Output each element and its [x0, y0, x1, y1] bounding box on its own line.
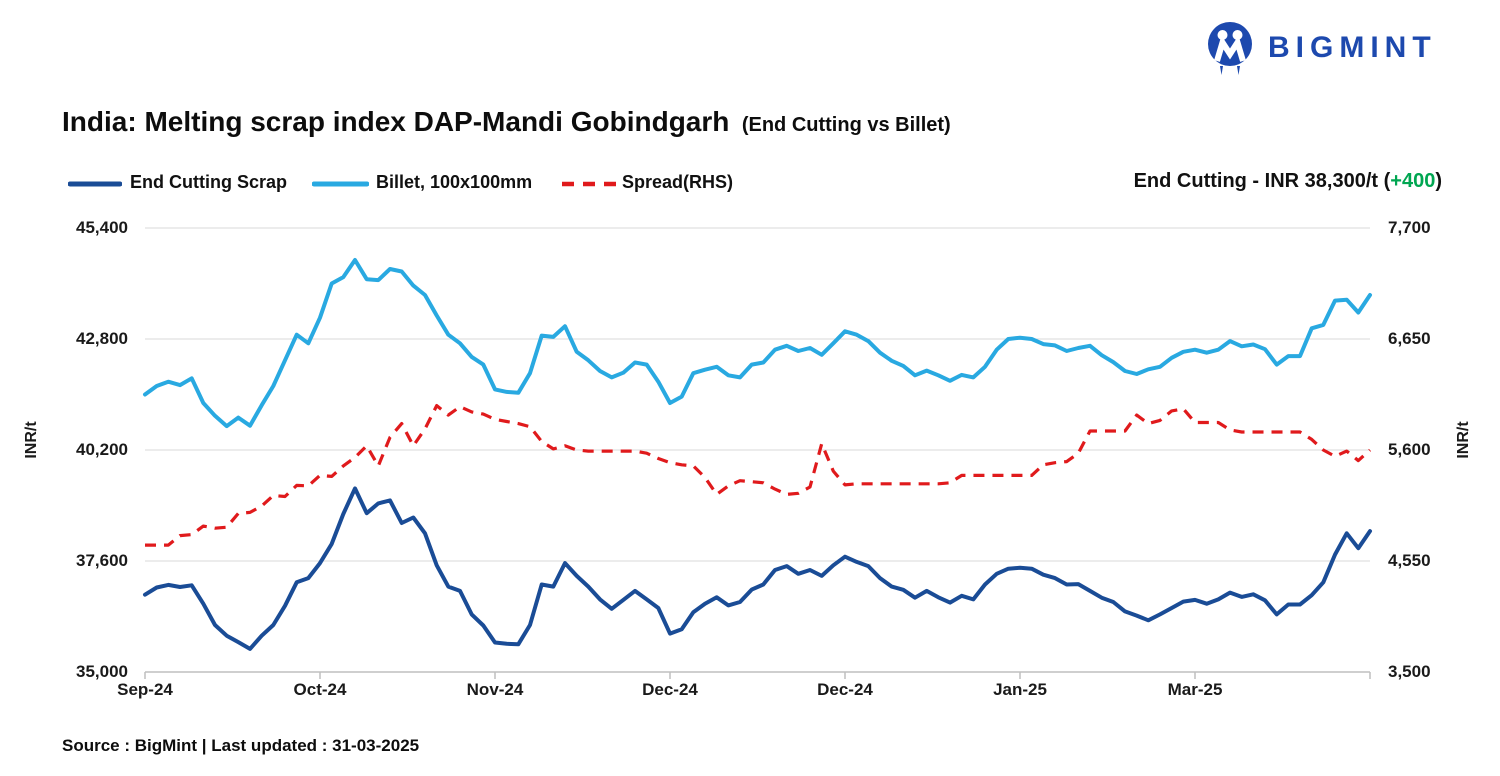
latest-price-close-paren: ) — [1435, 170, 1442, 192]
series-billet — [143, 258, 1372, 429]
right-axis-tick: 3,500 — [1388, 662, 1431, 681]
gridlines — [145, 227, 1370, 562]
latest-price-change: +400 — [1390, 170, 1436, 192]
latest-price-annotation: End Cutting - INR 38,300/t (+400) — [1134, 170, 1442, 193]
latest-price-text: End Cutting - INR 38,300/t ( — [1133, 170, 1391, 192]
chart-title-main: India: Melting scrap index DAP-Mandi Gob… — [62, 106, 730, 137]
x-axis-label: Dec-24 — [817, 680, 873, 699]
series-spread — [145, 404, 1372, 547]
left-axis-tick: 40,200 — [76, 440, 128, 459]
x-axis-label: Oct-24 — [293, 680, 347, 699]
right-axis-tick: 6,650 — [1388, 329, 1431, 348]
chart-title-suffix: (End Cutting vs Billet) — [741, 114, 951, 136]
legend-swatch-billet — [312, 181, 369, 187]
legend-swatch-spread — [562, 181, 616, 187]
x-axis-ticks — [144, 672, 1371, 679]
series-end-cutting-scrap — [143, 486, 1372, 651]
legend-label-end-cutting: End Cutting Scrap — [130, 172, 287, 192]
left-axis-tick: 35,000 — [76, 662, 128, 681]
legend-label-spread: Spread(RHS) — [622, 172, 734, 192]
left-axis-tick: 42,800 — [76, 329, 128, 348]
x-axis-label: Nov-24 — [466, 680, 524, 699]
right-axis-tick: 5,600 — [1388, 440, 1431, 459]
chart-title: India: Melting scrap index DAP-Mandi Gob… — [62, 106, 951, 138]
bigmint-logo-text: BIGMINT — [1268, 31, 1437, 64]
left-axis-title: INR/t — [23, 421, 40, 459]
x-axis-label: Sep-24 — [117, 680, 173, 699]
left-axis-tick: 45,400 — [76, 218, 128, 237]
left-axis-tick: 37,600 — [76, 551, 128, 570]
legend-swatch-end-cutting — [68, 181, 122, 187]
x-axis-label: Jan-25 — [993, 680, 1047, 699]
bigmint-logo: BIGMINT — [1206, 20, 1466, 76]
source-note: Source : BigMint | Last updated : 31-03-… — [62, 736, 420, 755]
legend-label-billet: Billet, 100x100mm — [376, 172, 533, 192]
x-axis-label: Dec-24 — [642, 680, 698, 699]
x-axis-label: Mar-25 — [1167, 680, 1223, 699]
right-axis-tick: 7,700 — [1388, 218, 1431, 237]
bigmint-logo-icon — [1208, 22, 1252, 75]
right-axis-title: INR/t — [1455, 421, 1472, 459]
right-axis-tick: 4,550 — [1388, 551, 1431, 570]
